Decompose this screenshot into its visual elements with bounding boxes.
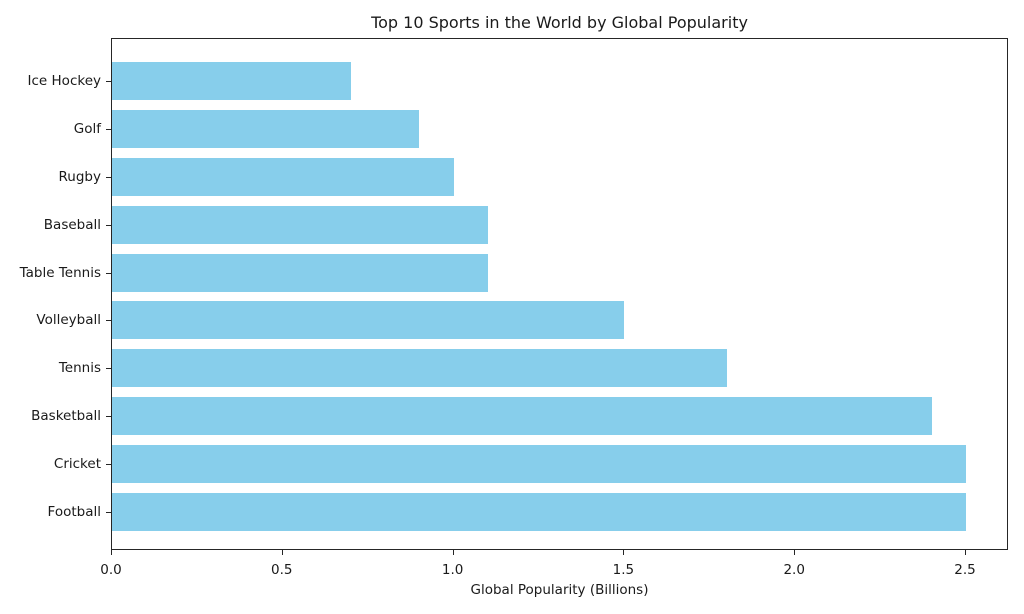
bar-basketball — [112, 397, 932, 436]
x-axis-title: Global Popularity (Billions) — [470, 582, 649, 598]
x-tick-label: 0.0 — [100, 562, 122, 578]
bar-table-tennis — [112, 253, 488, 292]
y-tick-label: Baseball — [43, 216, 101, 233]
y-tick-label: Volleyball — [36, 312, 101, 329]
y-tick-label: Basketball — [31, 408, 101, 425]
bar-cricket — [112, 445, 966, 484]
x-tick — [623, 550, 625, 555]
bar-golf — [112, 109, 420, 148]
bar-baseball — [112, 205, 488, 244]
chart-title: Top 10 Sports in the World by Global Pop… — [371, 13, 748, 32]
x-tick-label: 2.0 — [783, 562, 805, 578]
bar-volleyball — [112, 301, 625, 340]
y-tick — [106, 224, 111, 226]
y-tick — [106, 512, 111, 513]
y-tick-label: Rugby — [58, 168, 101, 185]
x-tick-label: 1.0 — [441, 562, 464, 578]
y-tick — [106, 464, 111, 466]
plot-area — [111, 38, 1008, 550]
y-tick — [106, 320, 111, 322]
bar-tennis — [112, 349, 727, 388]
x-tick-label: 1.5 — [612, 562, 635, 578]
x-tick — [452, 550, 454, 555]
x-tick-label: 0.5 — [271, 562, 293, 578]
y-tick-label: Ice Hockey — [27, 72, 101, 89]
y-tick-label: Tennis — [58, 360, 101, 377]
x-tick — [111, 550, 112, 555]
x-tick — [794, 550, 796, 555]
y-tick — [106, 80, 111, 82]
x-tick — [281, 550, 283, 555]
x-tick — [965, 550, 966, 555]
y-tick — [106, 272, 111, 274]
y-tick — [106, 416, 111, 418]
y-tick — [106, 368, 111, 370]
y-tick-label: Cricket — [53, 456, 101, 473]
bar-ice-hockey — [112, 61, 352, 100]
y-tick — [106, 128, 111, 130]
y-tick-label: Table Tennis — [19, 264, 101, 281]
y-tick-label: Football — [47, 504, 101, 520]
bar-rugby — [112, 157, 454, 196]
x-tick-label: 2.5 — [954, 562, 976, 578]
bar-football — [112, 493, 966, 531]
y-tick-label: Golf — [73, 120, 101, 137]
y-tick — [106, 176, 111, 178]
